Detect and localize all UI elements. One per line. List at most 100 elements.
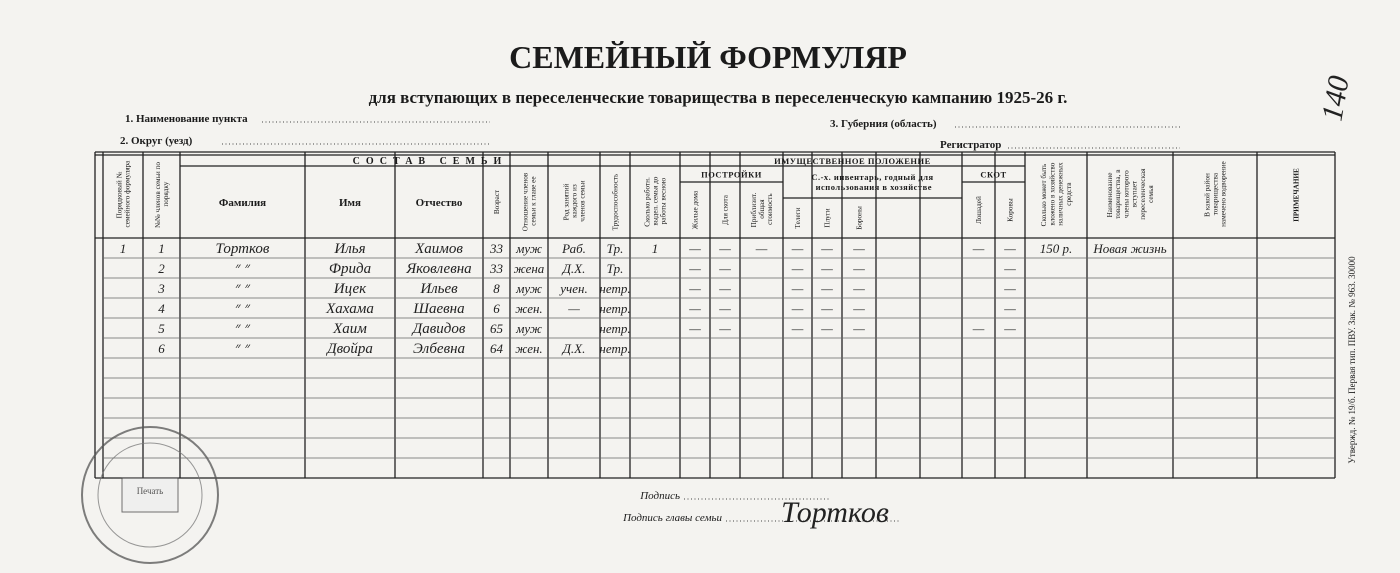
column-header: Жилые дома bbox=[692, 190, 700, 229]
column-header-line: вложено в хозяйство bbox=[1048, 162, 1056, 227]
column-header-line: наличных денежных bbox=[1057, 162, 1065, 228]
column-header-line: семейного формуляра bbox=[124, 160, 132, 229]
stamp-ring bbox=[81, 426, 219, 564]
cell: муж bbox=[515, 321, 542, 336]
cell: 8 bbox=[493, 281, 500, 296]
column-header-line: вступает bbox=[1131, 180, 1139, 209]
cell: Тр. bbox=[607, 241, 624, 256]
cell: — bbox=[972, 321, 985, 336]
cell: Ицек bbox=[333, 281, 367, 297]
column-header: Телеги bbox=[794, 207, 802, 228]
column-header-line: намечено водворение bbox=[1220, 161, 1228, 228]
cell: — bbox=[567, 301, 580, 316]
column-header-line: выдел. семья до bbox=[652, 176, 660, 227]
cell: — bbox=[688, 321, 701, 336]
cell: — bbox=[791, 241, 804, 256]
group-header: СОСТАВ СЕМЬИ bbox=[353, 156, 508, 167]
cell: — bbox=[688, 281, 701, 296]
cell: Раб. bbox=[561, 241, 586, 256]
cell: муж bbox=[515, 281, 542, 296]
cell: — bbox=[755, 241, 768, 256]
column-header-line: семьи к главе ее bbox=[530, 176, 538, 227]
cell: — bbox=[718, 301, 731, 316]
cell: 65 bbox=[490, 321, 504, 336]
column-header: Приблизит. общая стоимость bbox=[750, 192, 774, 227]
cell: 3 bbox=[157, 281, 165, 296]
column-header: ПРИМЕЧАНИЕ bbox=[1293, 168, 1301, 222]
cell: ״ ״ bbox=[235, 281, 250, 297]
column-header-line: Наименование bbox=[1106, 173, 1114, 218]
cell: муж bbox=[515, 241, 542, 256]
cell: — bbox=[820, 281, 833, 296]
cell: 6 bbox=[158, 341, 165, 356]
column-header-line: Бороны bbox=[856, 206, 864, 230]
cell: — bbox=[718, 281, 731, 296]
cell: жен. bbox=[515, 301, 542, 316]
column-header-line: членов семьи bbox=[579, 180, 587, 223]
head-signature: Тортков bbox=[781, 496, 889, 529]
column-header-line: Сколько работн. bbox=[643, 177, 651, 227]
cell: 33 bbox=[489, 261, 504, 276]
cell: Двойра bbox=[325, 341, 373, 357]
cell: 1 bbox=[652, 241, 659, 256]
cell: 33 bbox=[489, 241, 504, 256]
column-header-line: семья bbox=[1147, 185, 1155, 205]
column-header: Отчество bbox=[416, 197, 463, 209]
column-header-line: средств bbox=[1065, 182, 1073, 208]
column-header: Сколько работн. выдел. семья до работы в… bbox=[643, 176, 667, 227]
group-header: СКОТ bbox=[980, 170, 1006, 180]
column-header-line: порядку bbox=[162, 181, 170, 208]
cell: — bbox=[718, 241, 731, 256]
cell: — bbox=[1003, 281, 1016, 296]
column-header-line: Сколько может быть bbox=[1040, 163, 1048, 226]
cell: Яковлевна bbox=[405, 261, 471, 277]
column-header: Трудоспособность bbox=[612, 173, 620, 230]
cell: Хаимов bbox=[414, 241, 463, 257]
column-header-line: Лошадей bbox=[975, 196, 983, 224]
column-header: Отношение членов семьи к главе ее bbox=[521, 172, 537, 231]
title: СЕМЕЙНЫЙ ФОРМУЛЯР bbox=[509, 39, 907, 75]
cell: — bbox=[852, 281, 865, 296]
cell: 6 bbox=[493, 301, 500, 316]
column-header-line: Род занятий bbox=[562, 184, 570, 221]
cell: — bbox=[852, 301, 865, 316]
subtitle: для вступающих в переселенческие товарищ… bbox=[369, 88, 1068, 107]
cell: нетр. bbox=[599, 301, 630, 316]
stamp-ring bbox=[97, 442, 203, 548]
cell: Давидов bbox=[411, 321, 466, 337]
stamp-text: Печать bbox=[137, 486, 164, 496]
cell: 4 bbox=[158, 301, 165, 316]
cell: — bbox=[1003, 241, 1016, 256]
column-header: Бороны bbox=[856, 206, 864, 230]
cell: 5 bbox=[158, 321, 165, 336]
group-header: ПОСТРОЙКИ bbox=[701, 170, 762, 180]
cell: — bbox=[852, 261, 865, 276]
group-header: ИМУЩЕСТВЕННОЕ ПОЛОЖЕНИЕ bbox=[774, 156, 931, 166]
column-header: Род занятий каждого из членов семьи bbox=[562, 180, 586, 223]
cell: Хаим bbox=[332, 321, 367, 337]
cell: жена bbox=[514, 261, 545, 276]
cell: 64 bbox=[490, 341, 504, 356]
column-header-line: Трудоспособность bbox=[612, 173, 620, 230]
stamp: Печать bbox=[81, 426, 219, 564]
column-header-line: Коровы bbox=[1007, 198, 1015, 222]
cell: — bbox=[852, 321, 865, 336]
column-header: №№ членов семьи по порядку bbox=[154, 162, 170, 228]
cell: — bbox=[791, 301, 804, 316]
cell: Шаевна bbox=[412, 301, 464, 317]
cell: Д.Х. bbox=[561, 261, 586, 276]
cell: Ильев bbox=[419, 281, 458, 297]
side-note: Утвержд. № 19/б. Первая тип. ПВУ. Зак. №… bbox=[1347, 256, 1357, 464]
column-header: Плуги bbox=[824, 208, 832, 227]
cell: — bbox=[791, 261, 804, 276]
signature-label: Подпись bbox=[639, 490, 680, 502]
cell: ״ ״ bbox=[235, 301, 250, 317]
column-header-line: переселенческая bbox=[1139, 168, 1147, 222]
field-label: Регистратор bbox=[940, 139, 1001, 151]
cell: Тр. bbox=[607, 261, 624, 276]
column-header: Имя bbox=[339, 197, 361, 209]
column-header-line: Возраст bbox=[493, 189, 501, 214]
cell: нетр. bbox=[599, 281, 630, 296]
cell: Илья bbox=[333, 241, 365, 257]
